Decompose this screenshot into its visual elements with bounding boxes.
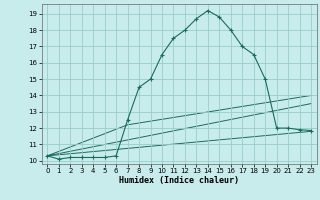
X-axis label: Humidex (Indice chaleur): Humidex (Indice chaleur) bbox=[119, 176, 239, 185]
